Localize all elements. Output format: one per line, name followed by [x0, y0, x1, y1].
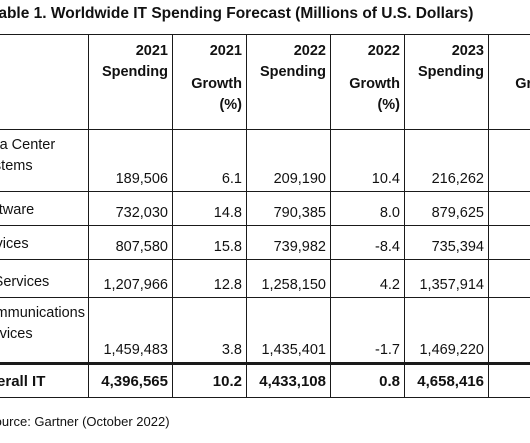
segment-line: Systems [0, 158, 33, 174]
cell-2022-spending: 1,258,150 [246, 259, 331, 298]
cell-2023-spending: 216,262 [404, 129, 489, 192]
cell-2022-spending: 209,190 [246, 129, 331, 192]
cell-2021-growth: 3.8 [172, 297, 247, 364]
header-2022-growth: 2022 Growth (%) [330, 34, 405, 130]
header-metric: Growth [515, 76, 530, 92]
cell-2022-growth: -1.7 [330, 297, 405, 364]
header-year: 2021 [209, 43, 242, 59]
total-2022-spending: 4,433,108 [246, 362, 331, 398]
header-year: 2022 [367, 43, 400, 59]
table-title: Table 1. Worldwide IT Spending Forecast … [0, 5, 474, 22]
cell-2023-growth: 1 [488, 191, 530, 226]
header-metric: Spending [101, 64, 168, 80]
spending-table-wrapper: 2021 Spending 2021 Growth (%) 2022 Spend… [0, 34, 530, 400]
header-metric: Growth [349, 76, 400, 92]
cell-2022-spending: 739,982 [246, 225, 331, 260]
total-2023-spending: 4,658,416 [404, 362, 489, 398]
segment-line: Data Center [0, 137, 56, 153]
cell-2021-growth: 12.8 [172, 259, 247, 298]
cell-2021-spending: 732,030 [88, 191, 173, 226]
header-segment [0, 34, 89, 130]
cell-2023-spending: 1,357,914 [404, 259, 489, 298]
header-year: 2023 [493, 41, 530, 62]
header-metric: Growth [191, 76, 242, 92]
header-year: 2021 [135, 43, 168, 59]
header-unit: (%) [377, 97, 400, 113]
header-row: 2021 Spending 2021 Growth (%) 2022 Spend… [0, 34, 530, 130]
header-2021-growth: 2021 Growth (%) [172, 34, 247, 130]
row-segment: Devices [0, 225, 89, 260]
table-row: Software 732,030 14.8 790,385 8.0 879,62… [0, 191, 530, 226]
table-row: Devices 807,580 15.8 739,982 -8.4 735,39… [0, 225, 530, 260]
segment-line: Communications [0, 305, 85, 321]
cell-2022-growth: 8.0 [330, 191, 405, 226]
segment-line: Services [0, 326, 33, 342]
row-segment: Data Center Systems [0, 129, 89, 192]
cell-2023-spending: 735,394 [404, 225, 489, 260]
total-2021-spending: 4,396,565 [88, 362, 173, 398]
segment-line: Software [0, 202, 35, 218]
cell-2022-spending: 1,435,401 [246, 297, 331, 364]
cell-2021-spending: 1,207,966 [88, 259, 173, 298]
total-2023-growth [488, 362, 530, 398]
header-2023-growth: 2023 Growth (%) [488, 34, 530, 130]
total-2021-growth: 10.2 [172, 362, 247, 398]
header-metric: Spending [259, 64, 326, 80]
total-row: Overall IT 4,396,565 10.2 4,433,108 0.8 … [0, 362, 530, 398]
header-unit: (%) [493, 95, 530, 116]
cell-2022-growth: 4.2 [330, 259, 405, 298]
cell-2023-growth [488, 297, 530, 364]
cell-2022-spending: 790,385 [246, 191, 331, 226]
cell-2022-growth: -8.4 [330, 225, 405, 260]
cell-2021-growth: 15.8 [172, 225, 247, 260]
total-2022-growth: 0.8 [330, 362, 405, 398]
segment-line: Devices [0, 236, 29, 252]
header-year: 2022 [293, 43, 326, 59]
header-unit: (%) [219, 97, 242, 113]
cell-2023-growth [488, 129, 530, 192]
header-2021-spending: 2021 Spending [88, 34, 173, 130]
cell-2023-spending: 1,469,220 [404, 297, 489, 364]
row-segment: Communications Services [0, 297, 89, 364]
table-row: Data Center Systems 189,506 6.1 209,190 … [0, 129, 530, 192]
header-year: 2023 [451, 43, 484, 59]
spending-table: 2021 Spending 2021 Growth (%) 2022 Spend… [0, 34, 530, 398]
total-label: Overall IT [0, 362, 89, 398]
cell-2021-growth: 6.1 [172, 129, 247, 192]
cell-2021-growth: 14.8 [172, 191, 247, 226]
header-2022-spending: 2022 Spending [246, 34, 331, 130]
cell-2023-growth: - [488, 225, 530, 260]
table-row: IT Services 1,207,966 12.8 1,258,150 4.2… [0, 259, 530, 298]
row-segment: Software [0, 191, 89, 226]
cell-2023-growth [488, 259, 530, 298]
cell-2021-spending: 807,580 [88, 225, 173, 260]
header-metric: Spending [417, 64, 484, 80]
table-row: Communications Services 1,459,483 3.8 1,… [0, 297, 530, 364]
cell-2021-spending: 1,459,483 [88, 297, 173, 364]
row-segment: IT Services [0, 259, 89, 298]
cell-2023-spending: 879,625 [404, 191, 489, 226]
header-2023-spending: 2023 Spending [404, 34, 489, 130]
cell-2021-spending: 189,506 [88, 129, 173, 192]
cell-2022-growth: 10.4 [330, 129, 405, 192]
segment-line: IT Services [0, 274, 50, 290]
source-note: Source: Gartner (October 2022) [0, 414, 170, 429]
